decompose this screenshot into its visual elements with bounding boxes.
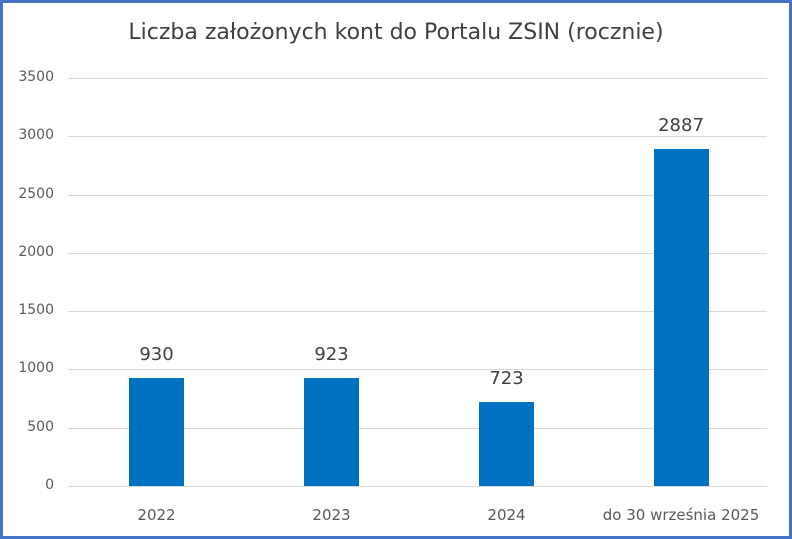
gridline xyxy=(68,136,767,138)
bar xyxy=(479,401,534,486)
gridline xyxy=(68,486,767,487)
data-label: 923 xyxy=(314,344,349,366)
y-tick-label: 0 xyxy=(45,477,54,493)
bar xyxy=(304,378,359,486)
y-tick-label: 2000 xyxy=(18,243,54,260)
y-tick-label: 3000 xyxy=(18,127,54,144)
y-tick-label: 1000 xyxy=(18,360,54,377)
gridline xyxy=(68,252,767,254)
x-tick-label: 2023 xyxy=(312,506,351,524)
gridline xyxy=(68,78,767,79)
x-tick-label: do 30 września 2025 xyxy=(602,506,760,524)
y-tick-label: 1500 xyxy=(18,302,54,319)
y-tick-label: 3500 xyxy=(18,69,54,85)
x-tick-label: 2022 xyxy=(137,506,176,524)
gridline xyxy=(68,369,767,371)
gridline xyxy=(68,194,767,196)
x-tick-label: 2024 xyxy=(487,506,526,524)
chart-title: Liczba założonych kont do Portalu ZSIN (… xyxy=(128,20,664,45)
bar xyxy=(129,377,184,486)
data-label: 2887 xyxy=(658,115,704,137)
y-tick-label: 500 xyxy=(27,418,54,435)
data-label: 723 xyxy=(489,367,524,389)
gridline xyxy=(68,427,767,429)
bar xyxy=(653,149,709,486)
y-tick-label: 2500 xyxy=(18,185,54,202)
data-label: 930 xyxy=(139,343,174,365)
gridline xyxy=(68,311,767,313)
